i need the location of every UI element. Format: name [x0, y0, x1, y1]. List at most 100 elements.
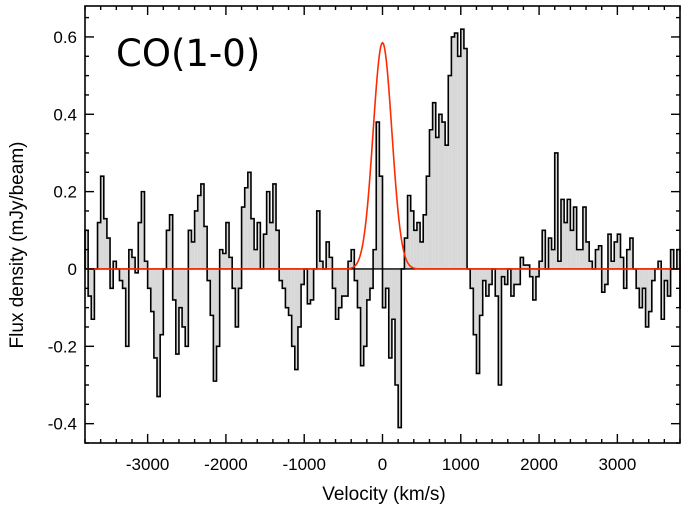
spectrum-bar: [629, 238, 634, 269]
spectrum-bar: [269, 222, 273, 269]
spectrum-bar: [294, 268, 298, 370]
spectrum-bar: [495, 268, 499, 297]
spectrum-bar: [388, 268, 392, 358]
x-tick-label: -2000: [204, 455, 247, 474]
spectrum-bar: [250, 218, 255, 269]
spectrum-bar: [676, 249, 680, 269]
spectrum-bar: [160, 268, 164, 335]
spectrum-bar: [582, 207, 587, 269]
spectrum-bar: [576, 249, 580, 269]
spectrum-bar: [460, 29, 464, 269]
spectrum-bar: [639, 268, 643, 308]
gaussian-fit-series: [85, 41, 680, 270]
spectrum-bar: [128, 249, 132, 269]
spectrum-bar: [288, 268, 292, 316]
spectrum-bar: [451, 36, 455, 269]
spectrum-bar: [103, 218, 107, 269]
spectrum-bar: [636, 268, 640, 289]
spectrum-bar: [91, 268, 95, 320]
spectrum-bar: [454, 33, 458, 269]
spectrum-bar: [297, 268, 302, 327]
spectrum-bar: [557, 261, 561, 269]
spectrum-bar: [517, 268, 521, 285]
spectrum-bar: [147, 268, 151, 289]
spectrum-bar: [529, 268, 533, 277]
spectrum-bar: [526, 265, 530, 269]
spectrum-bar: [144, 261, 148, 269]
spectrum-bar: [479, 268, 483, 316]
y-tick-label: -0.4: [48, 415, 77, 434]
spectrum-bar: [510, 268, 515, 297]
spectrum-bar: [564, 222, 568, 269]
spectrum-bar: [366, 268, 370, 300]
spectrum-bar: [157, 268, 161, 397]
x-tick-label: 1000: [442, 455, 480, 474]
spectrum-bar: [354, 268, 358, 281]
spectrum-bar: [457, 56, 461, 269]
spectrum-bar: [498, 268, 502, 385]
spectrum-bar: [429, 129, 433, 269]
spectrum-bar: [272, 183, 277, 269]
spectrum-bar: [623, 268, 627, 289]
x-tick-label: 3000: [598, 455, 636, 474]
spectrum-bar: [282, 268, 286, 289]
spectrum-bar: [185, 268, 189, 347]
spectrum-bar: [88, 268, 92, 297]
spectrum-bar: [219, 249, 223, 269]
spectrum-bar: [413, 230, 417, 269]
spectrum-bar: [182, 268, 186, 327]
spectrum-bar: [125, 268, 129, 347]
spectrum-bar: [247, 172, 251, 269]
spectrum-bar: [448, 75, 452, 269]
spectrum-bar: [463, 48, 468, 269]
spectrum-bar: [332, 268, 336, 289]
spectrum-bar: [535, 268, 540, 277]
spectrum-bar: [119, 268, 123, 281]
spectrum-bar: [204, 226, 208, 269]
spectrum-bar: [595, 249, 599, 269]
spectrum-bar: [604, 268, 608, 285]
spectrum-bar: [504, 268, 508, 285]
spectrum-bar: [642, 268, 646, 289]
spectrum-bar: [664, 268, 668, 281]
spectrum-bar: [376, 122, 380, 269]
spectrum-bar: [363, 268, 367, 347]
spectrum-bar: [335, 268, 339, 320]
spectrum-bar: [329, 257, 333, 269]
spectrum-bar: [110, 268, 114, 289]
x-axis-title: Velocity (km/s): [322, 484, 446, 505]
spectrum-bar: [135, 268, 139, 273]
spectrum-bar: [194, 210, 198, 269]
spectrum-bar: [188, 230, 192, 269]
y-tick-label: -0.2: [48, 337, 77, 356]
spectrum-bar: [285, 268, 289, 308]
spectrum-bar: [357, 268, 361, 308]
spectrum-bar: [150, 268, 154, 312]
spectrum-bar: [213, 268, 217, 382]
spectrum-bar: [617, 234, 621, 269]
spectrum-bar: [476, 268, 480, 374]
spectrum-bar: [551, 249, 555, 269]
spectrum-bar: [410, 210, 414, 269]
spectrum-bar: [470, 268, 474, 289]
spectrum-bar: [207, 268, 211, 281]
y-tick-label: 0.4: [53, 105, 77, 124]
spectrum-bar: [658, 261, 662, 269]
spectrum-bar: [442, 122, 446, 269]
spectrum-bar: [501, 268, 505, 277]
spectrum-bar: [166, 230, 170, 269]
spectrum-bar: [661, 268, 665, 320]
spectrum-bar: [620, 257, 624, 269]
spectrum-bar: [348, 261, 352, 269]
spectrum-bar: [131, 257, 136, 269]
spectrum-bar: [241, 207, 245, 269]
spectrum-bar: [238, 268, 242, 289]
spectrum-bar: [539, 261, 543, 269]
spectrum-bar: [667, 268, 671, 297]
spectrum-bar: [626, 249, 630, 269]
spectrum-bar: [488, 268, 493, 285]
spectrum-bar: [398, 268, 402, 428]
spectrum-bar: [570, 230, 574, 269]
spectrum-bar: [445, 145, 449, 269]
